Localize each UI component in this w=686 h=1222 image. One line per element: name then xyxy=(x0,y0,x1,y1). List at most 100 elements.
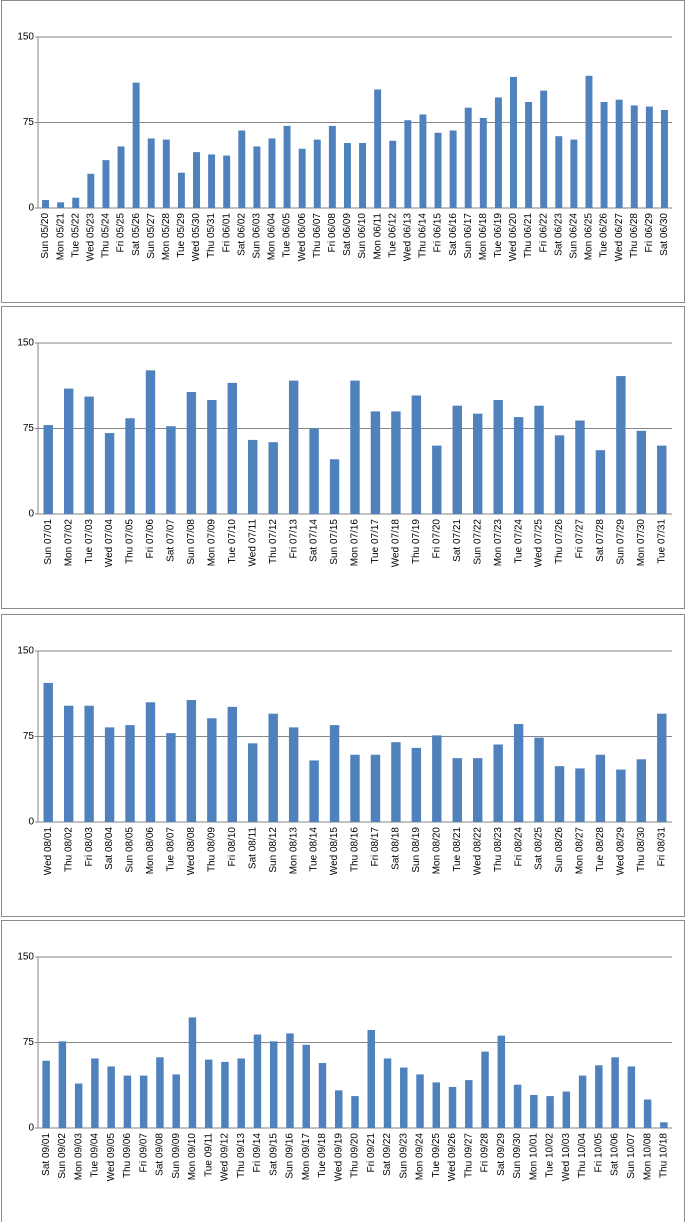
x-tick-label: Sun 06/17 xyxy=(463,213,474,259)
bar xyxy=(107,1066,115,1128)
x-tick-label: Fri 07/13 xyxy=(288,519,299,559)
bar xyxy=(615,99,623,208)
x-tick-label: Wed 06/20 xyxy=(508,213,519,262)
x-tick-label: Tue 09/04 xyxy=(90,1133,101,1178)
x-tick-label: Fri 06/29 xyxy=(644,213,655,253)
bar xyxy=(188,1017,197,1128)
x-tick-label: Mon 07/23 xyxy=(493,519,504,567)
bar xyxy=(434,132,442,208)
x-tick-label: Mon 10/08 xyxy=(642,1133,653,1181)
x-tick-label: Tue 10/02 xyxy=(545,1133,556,1178)
bar xyxy=(43,425,53,514)
bar xyxy=(208,154,216,208)
x-tick-label: Mon 06/11 xyxy=(372,213,383,260)
x-tick-label: Sat 07/14 xyxy=(309,519,320,562)
x-tick-label: Mon 08/13 xyxy=(288,827,299,875)
bar xyxy=(530,1094,538,1128)
bar xyxy=(534,405,544,514)
x-tick-label: Mon 07/30 xyxy=(636,519,647,567)
bar xyxy=(302,1044,310,1128)
x-tick-label: Tue 06/19 xyxy=(493,213,504,258)
x-tick-label: Sun 06/03 xyxy=(252,213,263,259)
x-tick-label: Sun 08/19 xyxy=(411,827,422,873)
bar xyxy=(452,758,462,822)
x-tick-label: Thu 10/04 xyxy=(577,1133,588,1178)
bar xyxy=(374,89,382,208)
bar xyxy=(416,1074,424,1128)
y-tick-label: 0 xyxy=(28,203,34,214)
bar xyxy=(283,125,291,208)
bar xyxy=(123,1075,132,1128)
x-tick-label: Wed 06/06 xyxy=(297,213,308,262)
bar xyxy=(611,1057,619,1128)
x-tick-label: Thu 10/18 xyxy=(659,1133,670,1178)
x-tick-label: Sat 07/07 xyxy=(166,519,177,562)
bar xyxy=(177,172,185,208)
bar xyxy=(411,395,422,514)
bar xyxy=(207,400,217,514)
x-tick-label: Wed 06/27 xyxy=(614,213,625,262)
bar xyxy=(554,766,565,822)
bar xyxy=(465,1080,473,1128)
x-tick-label: Sat 06/23 xyxy=(553,213,564,256)
x-tick-label: Tue 05/22 xyxy=(70,213,81,258)
x-tick-label: Mon 05/21 xyxy=(55,213,66,261)
bar xyxy=(448,1086,457,1128)
y-tick-label: 0 xyxy=(28,817,34,828)
x-tick-label: Wed 08/22 xyxy=(472,827,483,876)
bar xyxy=(575,420,585,514)
x-tick-label: Thu 06/28 xyxy=(629,213,640,258)
y-tick-label: 75 xyxy=(23,731,35,742)
x-tick-label: Fri 06/15 xyxy=(433,213,444,253)
x-tick-label: Sun 09/23 xyxy=(398,1133,409,1179)
bar xyxy=(328,125,336,208)
x-tick-label: Sat 08/25 xyxy=(534,827,545,870)
bar xyxy=(513,417,524,514)
bar xyxy=(335,1090,343,1128)
x-tick-label: Thu 09/13 xyxy=(236,1133,247,1178)
bar xyxy=(645,106,653,208)
bar xyxy=(473,758,483,822)
x-tick-label: Sat 09/08 xyxy=(155,1133,166,1176)
x-tick-label: Tue 06/26 xyxy=(599,213,610,258)
x-tick-label: Wed 07/04 xyxy=(104,519,115,568)
bar xyxy=(223,155,231,208)
bar xyxy=(63,388,74,514)
x-tick-label: Tue 08/21 xyxy=(452,827,463,872)
x-tick-label: Wed 09/26 xyxy=(447,1133,458,1182)
x-tick-label: Tue 08/14 xyxy=(309,827,320,872)
x-tick-label: Tue 09/25 xyxy=(431,1133,442,1178)
x-tick-label: Fri 08/10 xyxy=(227,827,238,867)
y-tick-label: 150 xyxy=(17,338,34,349)
x-tick-label: Tue 07/03 xyxy=(84,519,95,564)
y-tick-label: 150 xyxy=(17,952,34,963)
x-tick-label: Sat 10/06 xyxy=(610,1133,621,1176)
bar xyxy=(84,705,94,822)
x-tick-label: Tue 08/07 xyxy=(166,827,177,872)
bar xyxy=(595,450,606,514)
x-tick-label: Tue 06/05 xyxy=(282,213,293,258)
x-tick-label: Sat 09/22 xyxy=(382,1133,393,1176)
x-tick-label: Sun 05/20 xyxy=(40,213,51,259)
bar xyxy=(657,713,667,822)
bar xyxy=(63,705,74,822)
bar xyxy=(494,97,502,208)
x-tick-label: Sat 09/15 xyxy=(268,1133,279,1176)
bar xyxy=(104,727,115,822)
bar xyxy=(534,737,544,822)
bar xyxy=(464,107,472,208)
x-tick-label: Fri 07/27 xyxy=(575,519,586,559)
x-tick-label: Sat 08/04 xyxy=(104,827,115,870)
x-tick-label: Wed 08/01 xyxy=(43,827,54,876)
x-tick-label: Sun 09/30 xyxy=(512,1133,523,1179)
bar xyxy=(473,413,483,514)
x-tick-label: Tue 09/11 xyxy=(203,1133,214,1177)
bar xyxy=(493,744,503,822)
bar xyxy=(125,725,135,822)
bar xyxy=(238,130,246,208)
bar xyxy=(391,742,401,822)
bar xyxy=(510,76,517,209)
bar xyxy=(227,706,237,822)
bar xyxy=(570,139,578,208)
x-tick-label: Mon 06/25 xyxy=(584,213,595,261)
